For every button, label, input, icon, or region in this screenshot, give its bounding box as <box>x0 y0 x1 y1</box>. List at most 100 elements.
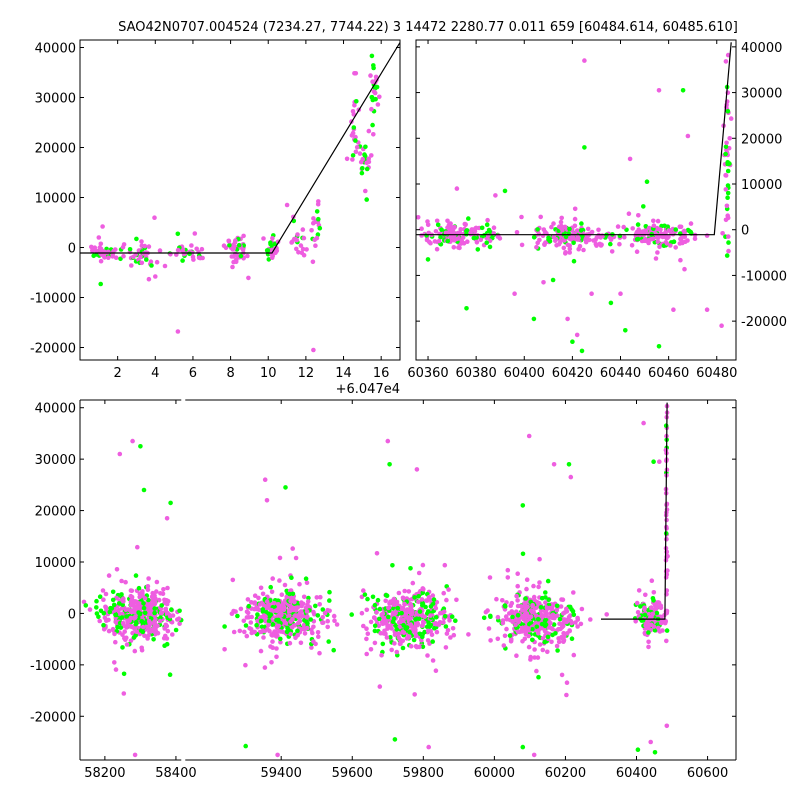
data-point <box>262 477 268 483</box>
data-point <box>317 602 323 607</box>
data-point <box>309 645 314 650</box>
data-point <box>320 620 326 625</box>
data-point <box>360 156 366 162</box>
data-point <box>570 339 575 345</box>
data-point <box>484 240 490 245</box>
data-point <box>244 633 250 639</box>
x-tick-label: 60380 <box>455 366 496 381</box>
data-point <box>259 624 265 630</box>
data-point <box>515 613 521 618</box>
data-point <box>230 577 236 583</box>
data-point <box>495 636 501 642</box>
data-point <box>433 229 439 234</box>
data-point <box>349 612 355 617</box>
data-point <box>594 235 600 240</box>
data-point <box>132 648 138 654</box>
x-tick-label: 2 <box>114 366 122 381</box>
data-point <box>415 621 421 627</box>
data-point <box>270 253 276 259</box>
data-point <box>582 58 587 63</box>
data-point <box>528 614 534 619</box>
data-point <box>545 649 550 655</box>
data-point <box>678 224 684 230</box>
data-point <box>275 598 281 603</box>
data-point <box>287 613 292 618</box>
data-point <box>557 616 563 622</box>
data-point <box>547 239 553 244</box>
data-point <box>635 747 641 752</box>
data-point <box>621 224 626 230</box>
data-point <box>542 612 548 618</box>
data-point <box>724 203 730 209</box>
y-tick-label: 30000 <box>35 92 76 107</box>
data-point <box>295 628 300 634</box>
bottom-panel: 58200 58400 59400 59600 59800 60000 60200 60400… <box>30 399 737 781</box>
data-point <box>682 228 687 234</box>
data-point <box>491 225 497 230</box>
data-point <box>443 230 449 236</box>
data-point <box>428 613 433 618</box>
data-point <box>361 623 366 629</box>
data-point <box>157 248 163 253</box>
data-point <box>264 498 270 503</box>
data-point <box>532 647 537 652</box>
data-point <box>331 613 337 619</box>
data-point <box>148 629 154 634</box>
data-point <box>589 291 594 297</box>
data-point <box>233 259 239 265</box>
data-point <box>98 281 103 287</box>
data-point <box>359 610 365 616</box>
data-point <box>140 589 145 594</box>
data-point <box>671 239 677 244</box>
data-point <box>395 631 401 636</box>
data-point <box>513 622 518 628</box>
data-point <box>151 602 156 607</box>
data-point <box>422 614 428 619</box>
data-point <box>519 625 525 630</box>
data-point <box>515 598 520 603</box>
data-point <box>417 631 423 637</box>
data-point <box>609 249 615 254</box>
data-point <box>451 230 457 235</box>
x-tick-label: 59400 <box>261 766 302 781</box>
data-point <box>555 613 560 618</box>
data-point <box>254 622 259 628</box>
data-point <box>644 179 650 184</box>
data-point <box>244 609 250 615</box>
data-point <box>502 188 508 194</box>
data-point <box>650 611 656 617</box>
data-point <box>430 639 436 644</box>
data-point <box>141 605 147 611</box>
data-point <box>353 71 359 76</box>
data-point <box>646 639 651 645</box>
data-point <box>630 226 635 231</box>
data-point <box>107 609 113 615</box>
data-point <box>285 625 290 631</box>
x-tick-label: 60400 <box>504 366 545 381</box>
data-point <box>226 238 232 244</box>
data-point <box>146 276 152 282</box>
data-point <box>651 459 656 465</box>
data-point <box>360 166 365 171</box>
data-point <box>236 242 242 248</box>
data-point <box>436 622 441 627</box>
data-point <box>561 611 566 616</box>
data-point <box>113 667 119 672</box>
data-point <box>720 231 725 236</box>
data-point <box>510 619 515 624</box>
data-point <box>165 585 170 591</box>
data-point <box>532 655 537 660</box>
data-point <box>278 636 283 642</box>
data-point <box>541 280 546 285</box>
data-point <box>280 629 285 635</box>
data-point <box>294 246 299 252</box>
data-point <box>244 615 250 620</box>
data-point <box>680 240 685 246</box>
data-point <box>387 462 392 467</box>
data-point <box>374 609 379 615</box>
data-point <box>134 236 139 242</box>
data-point <box>112 631 117 637</box>
data-point <box>526 633 531 639</box>
data-point <box>304 247 309 252</box>
data-point <box>175 329 181 334</box>
